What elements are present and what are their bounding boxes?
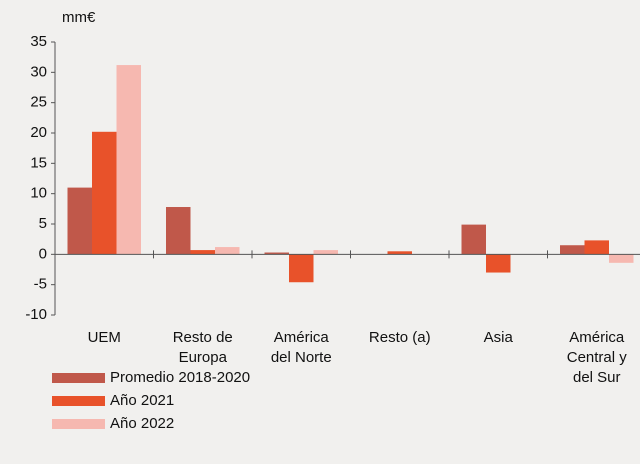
bar bbox=[190, 250, 215, 255]
x-tick-label: Resto de Europa bbox=[172, 329, 233, 366]
legend-swatch bbox=[52, 419, 105, 429]
legend-swatch bbox=[52, 396, 105, 406]
bar bbox=[584, 240, 609, 255]
y-tick-label: 25 bbox=[30, 94, 47, 111]
legend-label: Año 2022 bbox=[110, 415, 174, 432]
x-tick-label: UEM bbox=[87, 329, 121, 346]
bar bbox=[486, 254, 511, 273]
bar bbox=[264, 252, 289, 255]
legend-swatch bbox=[52, 373, 105, 383]
x-tick-label: Asia bbox=[483, 329, 513, 346]
y-tick-label: 5 bbox=[39, 215, 47, 232]
y-tick-label: 20 bbox=[30, 124, 47, 141]
bar bbox=[92, 131, 117, 255]
bar bbox=[560, 245, 585, 255]
bar bbox=[387, 251, 412, 255]
bar bbox=[166, 207, 191, 255]
bar bbox=[289, 254, 314, 283]
bar bbox=[116, 65, 141, 255]
y-tick-label: 35 bbox=[30, 33, 47, 50]
x-tick-label: América del Norte bbox=[270, 329, 332, 366]
bar bbox=[461, 224, 486, 255]
x-tick-label: América Central y del Sur bbox=[566, 329, 627, 386]
y-tick-label: 30 bbox=[30, 63, 47, 80]
bar bbox=[313, 250, 338, 255]
y-tick-label: -10 bbox=[25, 306, 47, 323]
y-tick-label: 10 bbox=[30, 185, 47, 202]
y-tick-label: -5 bbox=[34, 276, 47, 293]
y-tick-label: 15 bbox=[30, 154, 47, 171]
x-tick-label: Resto (a) bbox=[368, 329, 431, 346]
legend-label: Promedio 2018-2020 bbox=[110, 369, 250, 386]
bar bbox=[67, 187, 92, 255]
bar bbox=[609, 254, 634, 263]
y-axis-unit: mm€ bbox=[62, 9, 96, 26]
legend-label: Año 2021 bbox=[110, 392, 174, 409]
y-tick-label: 0 bbox=[39, 245, 47, 262]
bar bbox=[215, 247, 240, 255]
